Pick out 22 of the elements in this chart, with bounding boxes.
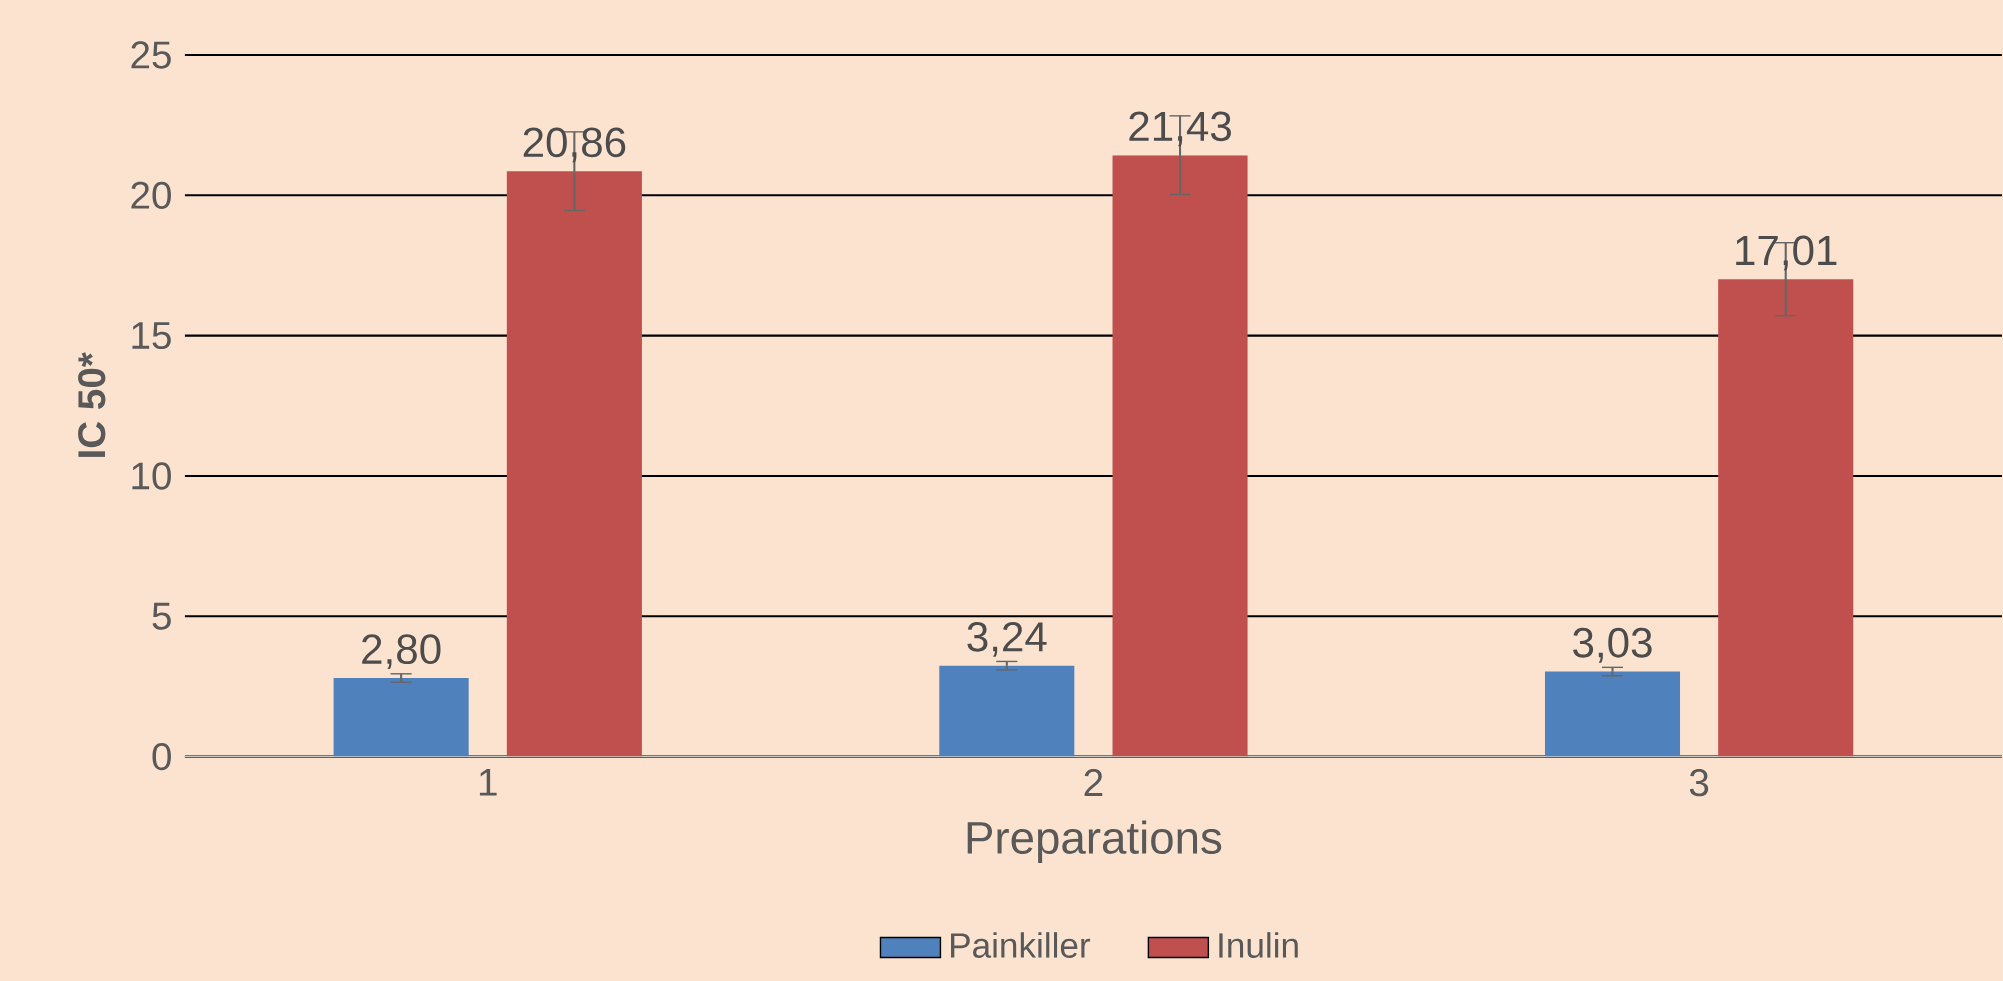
x-tick-label: 1 xyxy=(479,768,497,796)
bar xyxy=(939,665,1075,757)
bar xyxy=(333,677,469,757)
bar xyxy=(1718,278,1854,757)
data-label: 2,80 xyxy=(362,634,441,669)
y-tick-label: 15 xyxy=(132,321,171,349)
y-tick-label: 20 xyxy=(131,181,171,209)
bar xyxy=(1544,671,1681,757)
x-tick-label: 2 xyxy=(1084,768,1103,796)
y-axis-title: IC 50* xyxy=(78,351,106,457)
data-label: 3,24 xyxy=(967,621,1047,657)
x-tick-label: 3 xyxy=(1689,768,1709,797)
data-label: 3,03 xyxy=(1573,627,1652,663)
x-axis-title: Preparations xyxy=(967,820,1222,863)
legend-label: Inulin xyxy=(1219,931,1298,958)
y-tick-label: 10 xyxy=(132,462,171,490)
y-tick-label: 0 xyxy=(152,742,171,771)
bar xyxy=(506,170,642,757)
y-tick-label: 5 xyxy=(152,602,171,630)
y-tick-label: 25 xyxy=(131,41,171,69)
legend-label: Painkiller xyxy=(951,931,1091,958)
bar xyxy=(1112,154,1248,757)
